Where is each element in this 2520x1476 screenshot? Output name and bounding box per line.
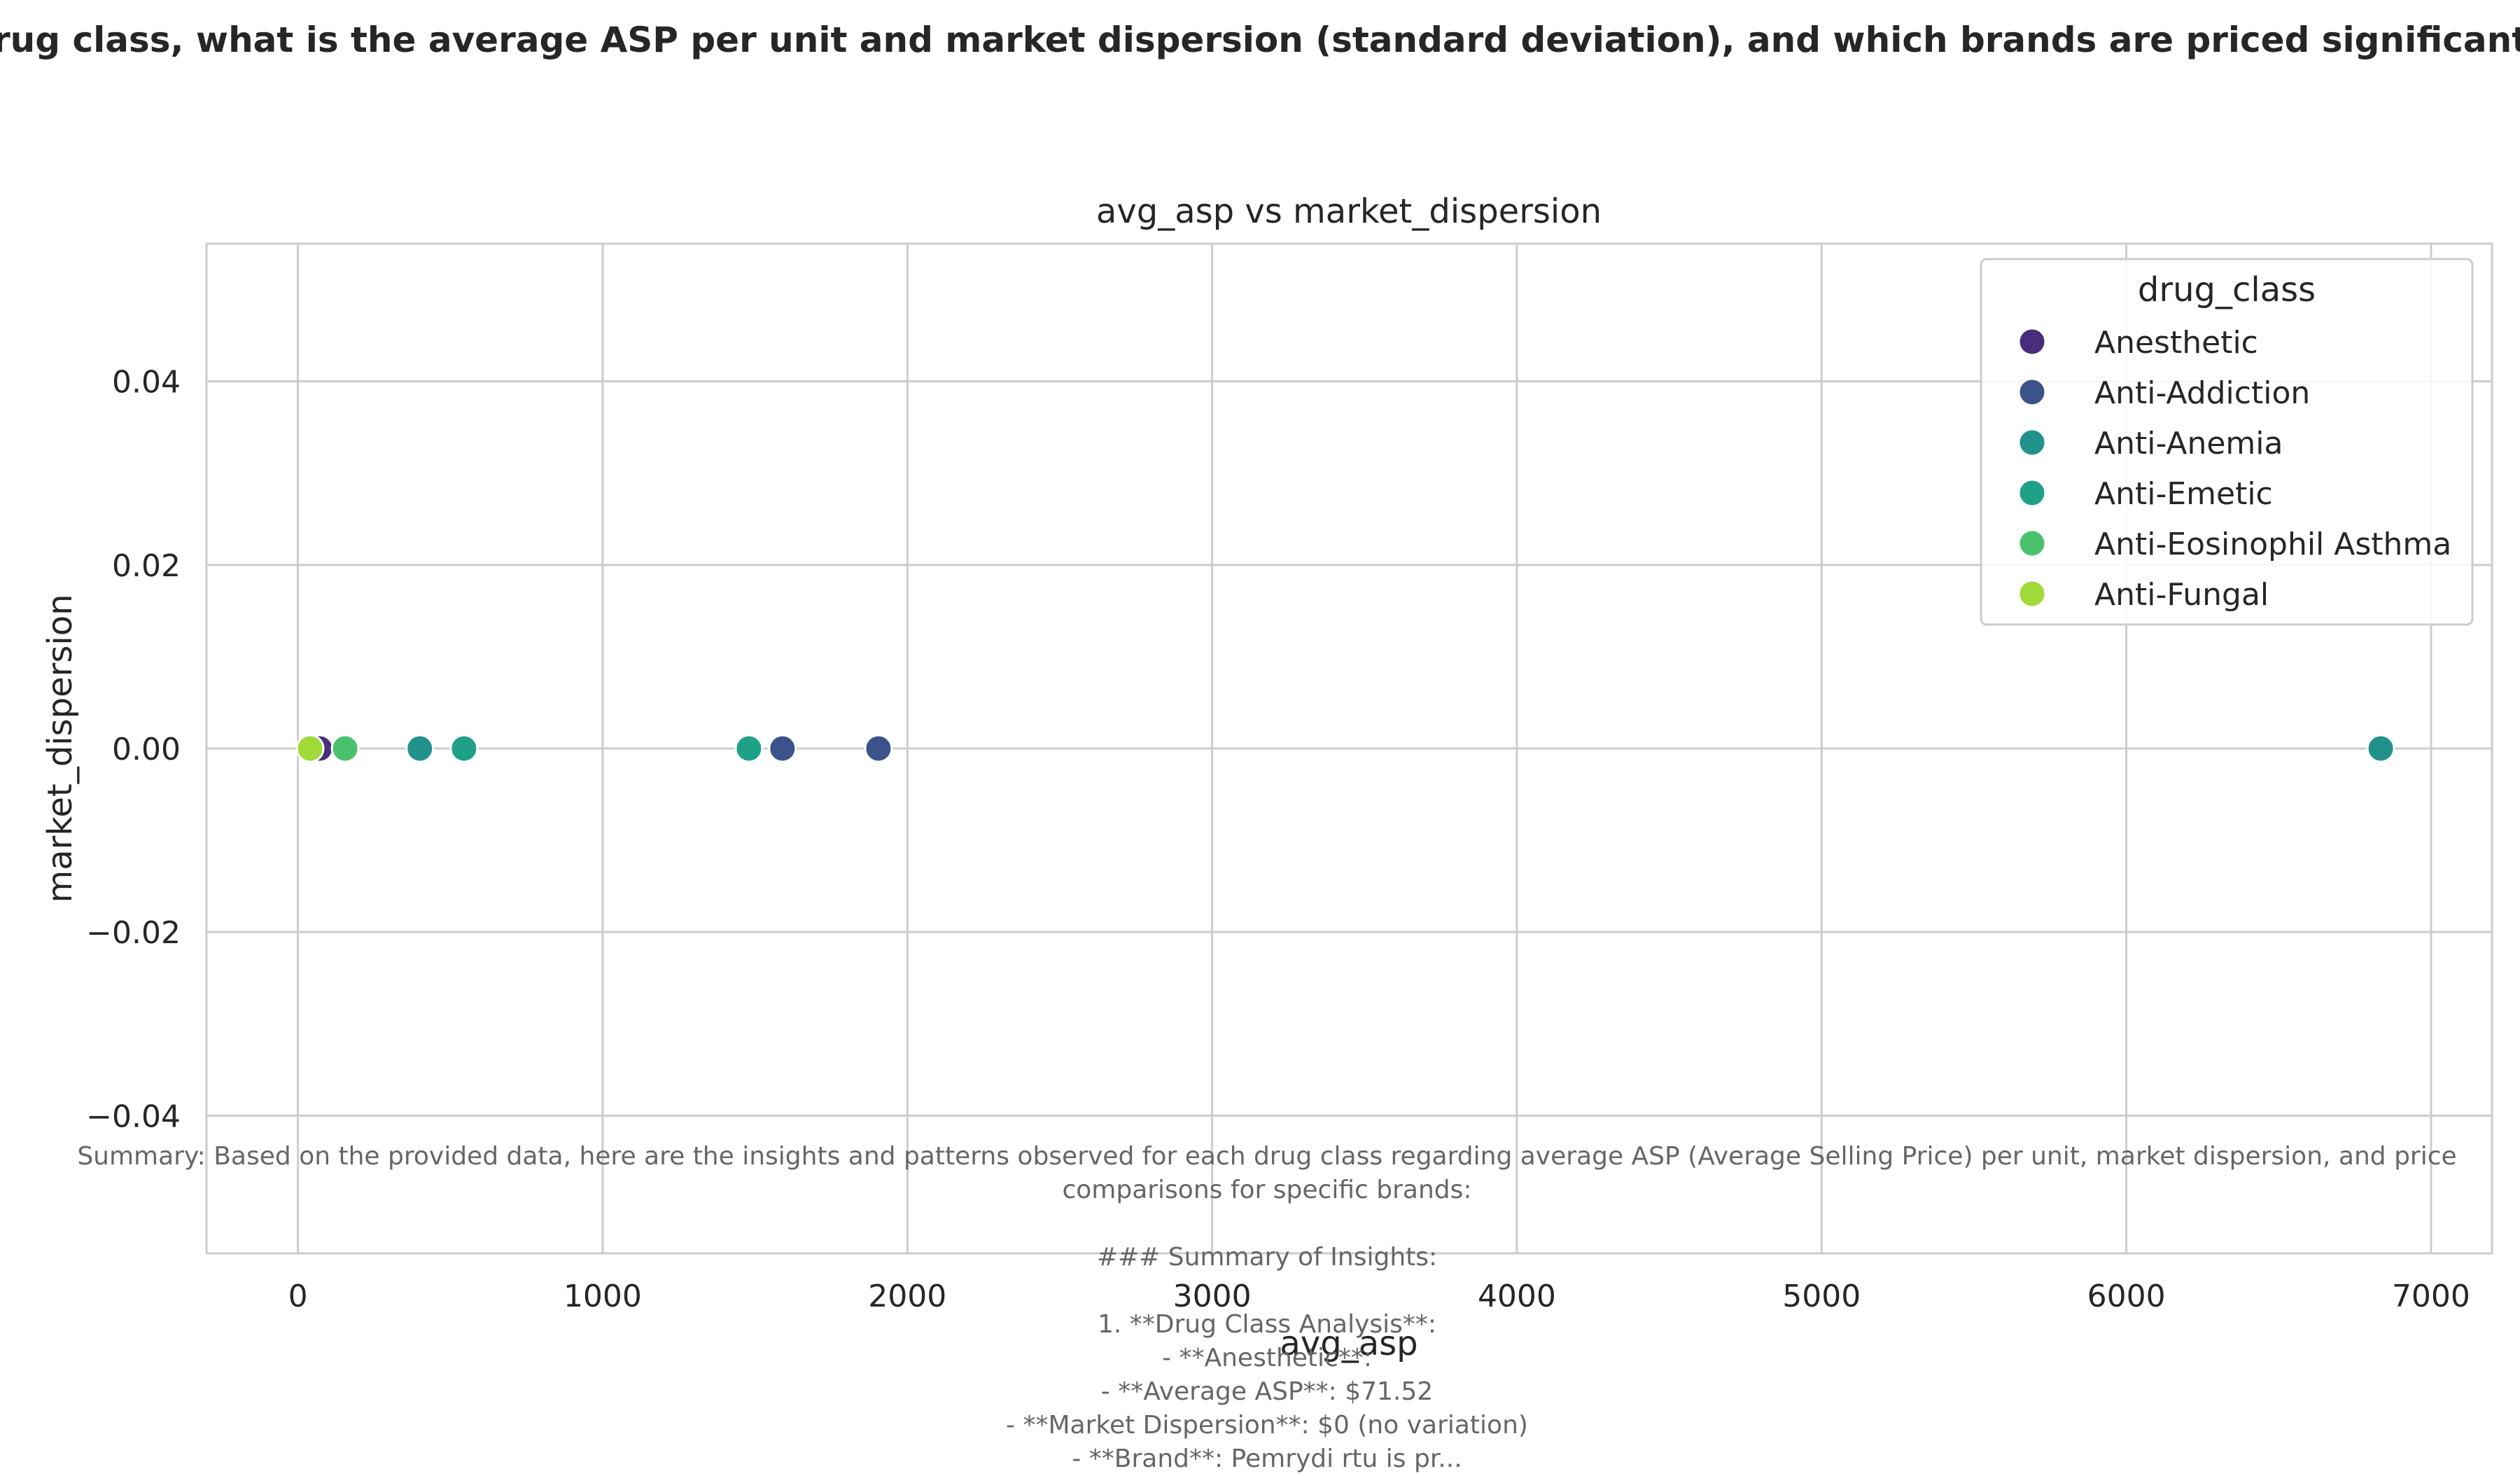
x-axis-label: avg_asp bbox=[1280, 1324, 1418, 1363]
legend-entry-label: Anti-Addiction bbox=[2094, 375, 2310, 411]
legend-entry-label: Anti-Eosinophil Asthma bbox=[2094, 527, 2451, 562]
data-point bbox=[734, 734, 764, 763]
legend-marker bbox=[2017, 478, 2047, 508]
legend-marker bbox=[2017, 327, 2047, 356]
data-point bbox=[405, 734, 435, 763]
x-tick-label: 4000 bbox=[1478, 1279, 1556, 1314]
x-tick-label: 0 bbox=[288, 1279, 308, 1314]
data-point bbox=[330, 734, 360, 763]
x-tick-label: 1000 bbox=[564, 1279, 642, 1314]
chart-title: avg_asp vs market_dispersion bbox=[1096, 192, 1602, 231]
tick-labels: 0 1000 2000 3000 4000 5000 6000 7000 0.04 0.02 0.0… bbox=[86, 365, 2470, 1314]
data-point bbox=[2366, 734, 2395, 763]
y-axis-label: market_dispersion bbox=[41, 594, 80, 903]
plot-frame bbox=[205, 242, 2493, 1255]
y-tick-label: −0.04 bbox=[86, 1099, 181, 1134]
y-tick-label: −0.02 bbox=[86, 915, 181, 951]
legend: drug_class Anesthetic Anti-Addiction Anti-… bbox=[1980, 258, 2474, 626]
data-point bbox=[768, 734, 797, 763]
legend-marker bbox=[2017, 579, 2047, 608]
legend-entry-label: Anti-Fungal bbox=[2094, 577, 2269, 613]
page-title: rug class, what is the average ASP per u… bbox=[0, 20, 2520, 60]
legend-title: drug_class bbox=[2138, 270, 2316, 309]
legend-marker bbox=[2017, 428, 2047, 457]
legend-entry-label: Anti-Anemia bbox=[2094, 426, 2283, 461]
legend-marker bbox=[2017, 377, 2047, 407]
data-points bbox=[295, 734, 2395, 763]
y-tick-label: 0.00 bbox=[112, 732, 181, 767]
data-point bbox=[295, 734, 325, 763]
summary-text: Summary: Based on the provided data, her… bbox=[77, 1142, 2457, 1473]
x-tick-label: 7000 bbox=[2392, 1279, 2470, 1314]
y-tick-label: 0.02 bbox=[112, 548, 181, 584]
legend-frame bbox=[1980, 258, 2474, 626]
x-tick-label: 2000 bbox=[868, 1279, 946, 1314]
legend-marker bbox=[2017, 529, 2047, 558]
x-tick-label: 3000 bbox=[1173, 1279, 1252, 1314]
data-point bbox=[864, 734, 893, 763]
legend-entry-label: Anti-Emetic bbox=[2094, 476, 2273, 512]
x-tick-label: 5000 bbox=[1782, 1279, 1861, 1314]
x-tick-label: 6000 bbox=[2087, 1279, 2166, 1314]
data-point bbox=[449, 734, 479, 763]
legend-entry-label: Anesthetic bbox=[2094, 325, 2258, 361]
y-tick-label: 0.04 bbox=[112, 365, 181, 401]
